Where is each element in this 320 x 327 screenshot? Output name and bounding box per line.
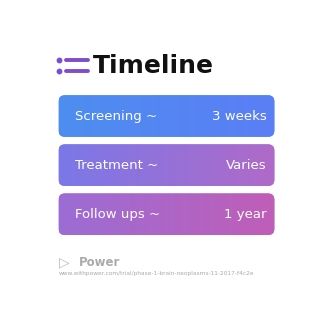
Text: Varies: Varies bbox=[226, 159, 267, 172]
Text: Treatment ~: Treatment ~ bbox=[75, 159, 158, 172]
Text: Power: Power bbox=[78, 256, 120, 268]
Text: 1 year: 1 year bbox=[224, 208, 267, 221]
Text: ▷: ▷ bbox=[59, 255, 69, 269]
FancyBboxPatch shape bbox=[59, 144, 274, 186]
FancyBboxPatch shape bbox=[59, 194, 274, 235]
Text: 3 weeks: 3 weeks bbox=[212, 110, 267, 123]
Text: www.withpower.com/trial/phase-1-brain-neoplasms-11-2017-f4c2e: www.withpower.com/trial/phase-1-brain-ne… bbox=[59, 271, 254, 276]
Text: Follow ups ~: Follow ups ~ bbox=[75, 208, 160, 221]
Text: Timeline: Timeline bbox=[93, 54, 214, 78]
FancyBboxPatch shape bbox=[59, 95, 274, 137]
Text: Screening ~: Screening ~ bbox=[75, 110, 157, 123]
